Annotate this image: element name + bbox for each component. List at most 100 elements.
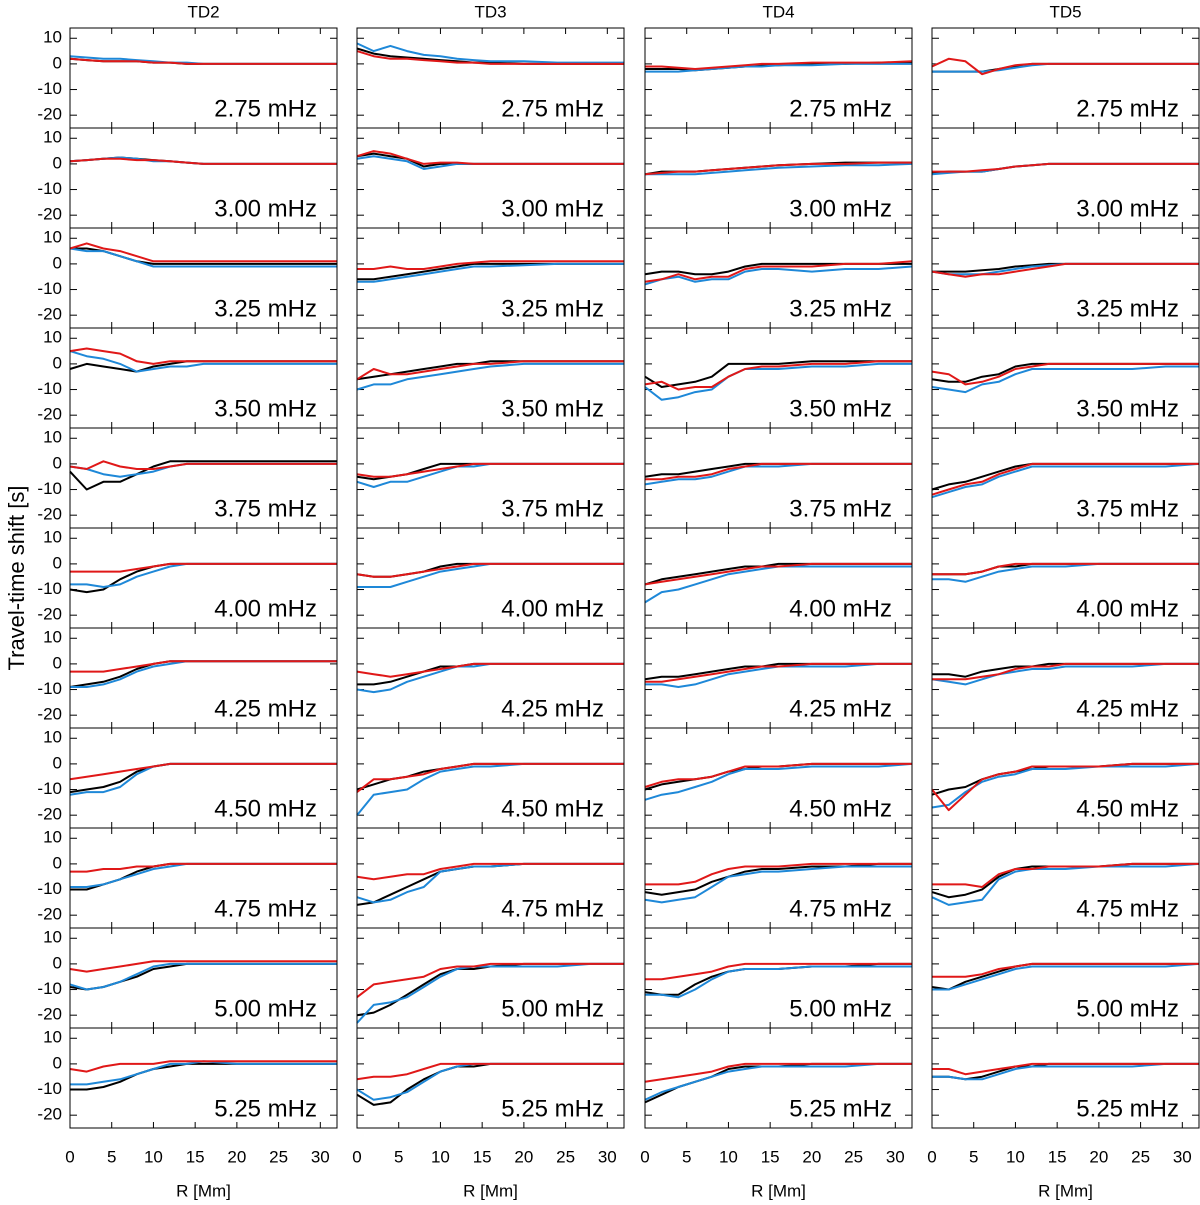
data-line [356, 462, 624, 481]
data-line [356, 42, 624, 64]
data-line [69, 350, 337, 373]
data-line [69, 1060, 337, 1073]
x-axis-label: R [Mm] [1038, 1181, 1093, 1200]
frequency-label: 5.00 mHz [501, 995, 604, 1022]
data-line [69, 462, 337, 478]
data-line [357, 662, 624, 686]
x-tick-label: 10 [144, 1147, 163, 1166]
frequency-label: 2.75 mHz [789, 95, 892, 122]
y-tick-label: -10 [37, 179, 62, 198]
frequency-label: 3.25 mHz [501, 295, 604, 322]
x-tick-label: 10 [1006, 1147, 1025, 1166]
data-line [69, 962, 337, 991]
data-line [69, 960, 337, 973]
frequency-label: 3.00 mHz [789, 195, 892, 222]
data-line [356, 762, 624, 791]
x-tick-label: 30 [598, 1147, 617, 1166]
panel-frame [931, 1027, 1200, 1129]
frequency-label: 3.00 mHz [501, 195, 604, 222]
data-line [932, 262, 1199, 273]
data-line [357, 260, 624, 270]
data-line [70, 1060, 337, 1086]
y-tick-label: 10 [43, 328, 62, 347]
frequency-label: 2.75 mHz [501, 95, 604, 122]
data-line [931, 262, 1199, 276]
x-tick-label: 25 [844, 1147, 863, 1166]
y-tick-label: 10 [43, 828, 62, 847]
x-tick-label: 20 [1089, 1147, 1108, 1166]
frequency-label: 4.00 mHz [1076, 595, 1179, 622]
y-tick-label: 0 [53, 153, 62, 172]
y-tick-label: -20 [37, 805, 62, 824]
data-line [931, 262, 1199, 278]
y-tick-label: 0 [53, 453, 62, 472]
data-line [69, 460, 337, 491]
data-line [645, 965, 912, 999]
column-title: TD4 [762, 2, 794, 21]
x-tick-label: 15 [186, 1147, 205, 1166]
y-tick-label: -20 [37, 1005, 62, 1024]
frequency-label: 4.50 mHz [214, 795, 317, 822]
frequency-label: 4.00 mHz [214, 595, 317, 622]
data-line [356, 462, 624, 478]
y-tick-label: -10 [37, 279, 62, 298]
y-tick-label: 10 [43, 28, 62, 47]
frequency-label: 3.00 mHz [1076, 195, 1179, 222]
x-tick-label: 30 [886, 1147, 905, 1166]
frequency-label: 5.25 mHz [789, 1095, 892, 1122]
data-line [356, 360, 624, 381]
panel-frame [356, 1027, 625, 1129]
data-line [932, 1062, 1199, 1081]
y-tick-label: -10 [37, 679, 62, 698]
data-line [356, 362, 624, 391]
y-tick-label: -10 [37, 1079, 62, 1098]
y-tick-label: -10 [37, 979, 62, 998]
frequency-label: 4.75 mHz [1076, 895, 1179, 922]
data-line [932, 1062, 1199, 1076]
y-tick-label: 10 [43, 928, 62, 947]
x-tick-label: 15 [1048, 1147, 1067, 1166]
data-line [645, 962, 912, 981]
frequency-label: 2.75 mHz [1076, 95, 1179, 122]
y-tick-label: 0 [53, 53, 62, 72]
y-tick-label: 0 [53, 1053, 62, 1072]
x-tick-label: 5 [394, 1147, 403, 1166]
data-line [70, 660, 337, 688]
y-tick-label: -10 [37, 479, 62, 498]
x-tick-label: 20 [227, 1147, 246, 1166]
frequency-label: 4.75 mHz [789, 895, 892, 922]
data-line [645, 60, 913, 70]
data-line [69, 347, 337, 365]
data-line [356, 662, 624, 694]
data-line [69, 55, 337, 65]
data-line [70, 1062, 337, 1091]
x-tick-label: 30 [311, 1147, 330, 1166]
x-tick-label: 10 [719, 1147, 738, 1166]
y-tick-label: -20 [37, 505, 62, 524]
data-line [645, 162, 913, 176]
data-line [644, 865, 912, 904]
x-axis-label: R [Mm] [176, 1181, 231, 1200]
y-tick-label: -20 [37, 605, 62, 624]
x-tick-label: 25 [269, 1147, 288, 1166]
frequency-label: 4.25 mHz [1076, 695, 1179, 722]
frequency-label: 3.75 mHz [789, 495, 892, 522]
data-line [932, 62, 1199, 73]
x-axis-label: R [Mm] [751, 1181, 806, 1200]
data-line [644, 360, 912, 388]
frequency-label: 4.50 mHz [501, 795, 604, 822]
y-tick-label: -20 [37, 1105, 62, 1124]
data-line [644, 562, 912, 586]
data-line [644, 762, 912, 788]
data-line [69, 57, 337, 65]
frequency-label: 5.00 mHz [1076, 995, 1179, 1022]
x-tick-label: 0 [927, 1147, 936, 1166]
data-line [931, 365, 1199, 394]
frequency-label: 3.25 mHz [214, 295, 317, 322]
data-line [69, 247, 337, 268]
x-tick-label: 10 [431, 1147, 450, 1166]
frequency-label: 3.50 mHz [214, 395, 317, 422]
data-line [357, 262, 624, 283]
y-tick-label: -10 [37, 579, 62, 598]
